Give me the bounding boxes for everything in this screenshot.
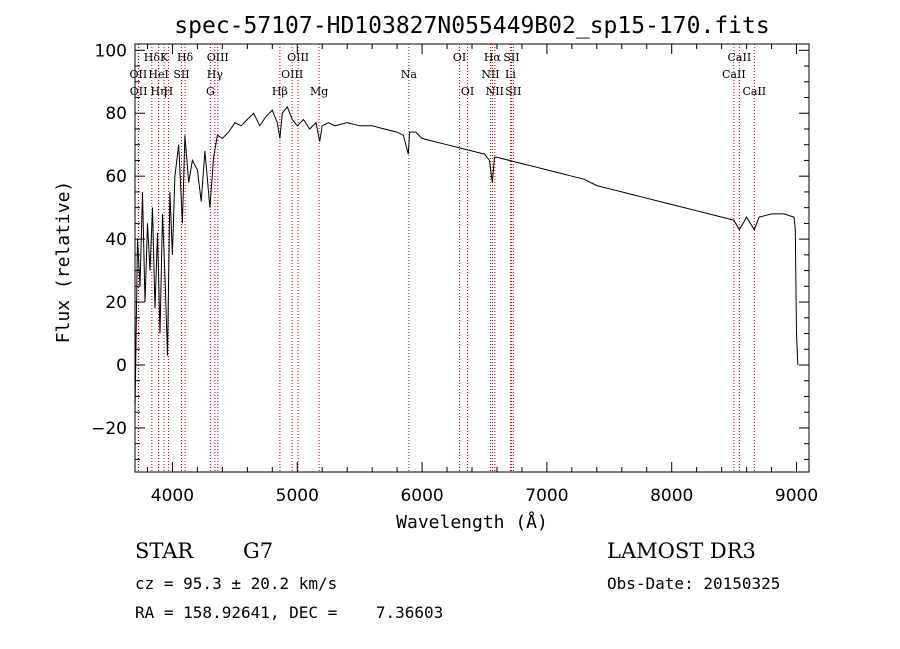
line-marker-label: OIII (207, 51, 229, 64)
line-marker-label: K (160, 51, 169, 64)
chart-title: spec-57107-HD103827N055449B02_sp15-170.f… (174, 13, 769, 39)
spectrum-series-line (134, 105, 799, 413)
line-marker-label: SII (173, 68, 189, 81)
line-marker-label: Hα (484, 51, 502, 64)
line-marker-label: OII (130, 85, 148, 98)
axis-tick-labels: 4000 5000 6000 7000 8000 9000 −20 0 20 40 60 80 100 (91, 41, 818, 506)
redshift-value: cz = 95.3 ± 20.2 km/s (135, 574, 338, 593)
y-tick-label: 60 (105, 167, 127, 187)
line-marker-label: NII (486, 85, 504, 98)
line-marker-label: Hγ (207, 68, 224, 81)
x-axis-label: Wavelength (Å) (396, 511, 548, 533)
line-marker-label: OI (461, 85, 474, 98)
line-marker-label: Hδ (177, 51, 194, 64)
object-subclass: G7 (243, 539, 274, 563)
y-axis-label: Flux (relative) (53, 181, 74, 344)
line-marker-label: Hβ (272, 85, 288, 98)
line-marker-label: OIII (287, 51, 309, 64)
line-marker-label: HeI (148, 68, 168, 81)
x-tick-label: 4000 (151, 486, 194, 506)
line-marker-label: Na (401, 68, 418, 81)
line-marker-label: OII (130, 68, 148, 81)
line-marker-label: NII (481, 68, 499, 81)
line-marker-label: OIII (281, 68, 303, 81)
line-marker-label: SII (505, 85, 521, 98)
line-marker-label: CaII (722, 68, 746, 81)
sky-coordinates: RA = 158.92641, DEC = 7.36603 (135, 603, 444, 622)
line-marker-label: Hη (150, 85, 166, 98)
x-tick-label: 7000 (525, 486, 568, 506)
plot-frame (134, 43, 810, 473)
x-tick-label: 6000 (400, 486, 443, 506)
line-marker-label: CaII (728, 51, 752, 64)
x-tick-label: 5000 (276, 486, 319, 506)
y-tick-label: 40 (105, 230, 127, 250)
line-marker-label: CaII (742, 85, 766, 98)
observation-date: Obs-Date: 20150325 (607, 574, 781, 593)
line-marker-label: H (164, 85, 174, 98)
x-tick-label: 9000 (775, 486, 818, 506)
line-marker-label: OI (453, 51, 466, 64)
line-marker-label: Hδ (144, 51, 161, 64)
axis-ticks (135, 44, 809, 472)
survey-name: LAMOST DR3 (607, 539, 756, 563)
line-marker-label: SII (503, 51, 519, 64)
line-marker-label: G (206, 85, 215, 98)
object-class: STAR (135, 539, 194, 563)
line-marker-label: Li (505, 68, 516, 81)
spectral-line-labels: Hδ OII OII K HeI Hη Hδ SII H OIII Hγ G OIII OIII Hβ Mg N… (130, 51, 767, 98)
y-tick-label: 100 (95, 41, 127, 61)
line-marker-label: Mg (310, 85, 328, 98)
y-tick-label: −20 (91, 419, 127, 439)
y-tick-label: 20 (105, 293, 127, 313)
y-tick-label: 80 (105, 104, 127, 124)
x-tick-label: 8000 (650, 486, 693, 506)
spectral-line-markers (137, 44, 755, 472)
y-tick-label: 0 (116, 356, 127, 376)
